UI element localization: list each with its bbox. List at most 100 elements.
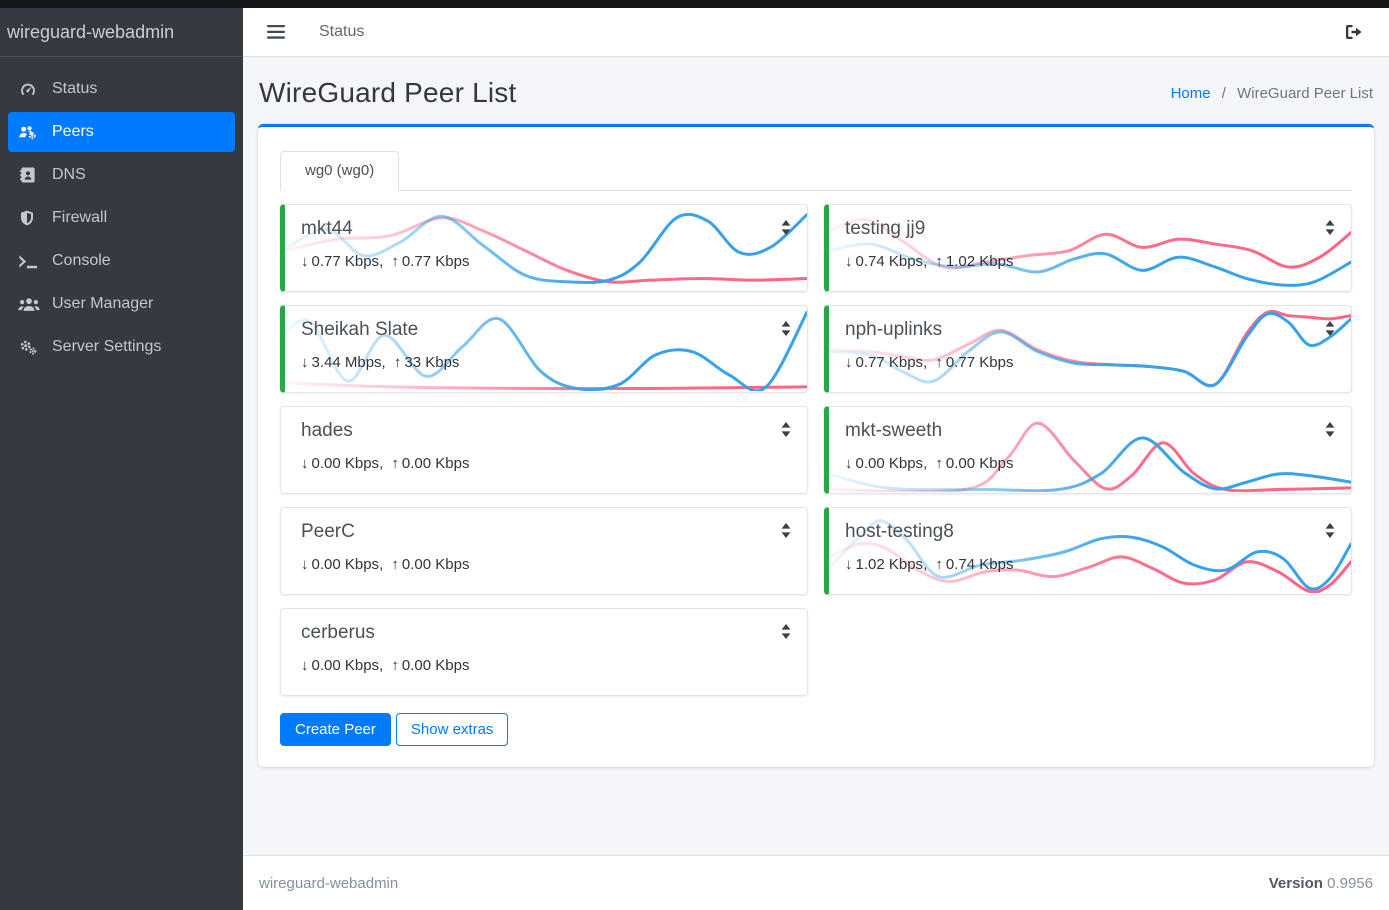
upload-arrow-icon: ↑ xyxy=(935,253,943,270)
peer-name: mkt-sweeth xyxy=(845,420,943,441)
sidebar-item-firewall[interactable]: Firewall xyxy=(8,198,235,238)
users-gear-icon xyxy=(18,124,44,140)
download-rate: 0.00 Kbps xyxy=(855,455,924,472)
top-strip xyxy=(0,0,1389,8)
download-arrow-icon: ↓ xyxy=(301,354,309,371)
peer-grid: mkt44 ↓ 0.77 Kbps, ↑ 0.77 Kbps testing jj9… xyxy=(280,204,1352,696)
peer-name: host-testing8 xyxy=(845,521,954,542)
footer-version-value: 0.9956 xyxy=(1327,874,1373,892)
peer-traffic: ↓ 0.74 Kbps, ↑ 1.02 Kbps xyxy=(845,253,1014,270)
peer-traffic: ↓ 0.77 Kbps, ↑ 0.77 Kbps xyxy=(845,354,1014,371)
card-actions: Create Peer Show extras xyxy=(280,713,1352,746)
address-book-icon xyxy=(18,167,44,183)
sidebar-item-label: User Manager xyxy=(52,295,154,312)
upload-arrow-icon: ↑ xyxy=(391,455,399,472)
sidebar-item-label: Status xyxy=(52,80,98,97)
download-arrow-icon: ↓ xyxy=(845,455,853,472)
footer-version-label: Version xyxy=(1268,874,1323,892)
upload-rate: 0.00 Kbps xyxy=(401,556,470,573)
peer-card-nph-uplinks[interactable]: nph-uplinks ↓ 0.77 Kbps, ↑ 0.77 Kbps xyxy=(824,305,1352,393)
download-rate: 0.77 Kbps xyxy=(311,253,380,270)
download-rate: 0.00 Kbps xyxy=(311,556,380,573)
peer-traffic: ↓ 0.77 Kbps, ↑ 0.77 Kbps xyxy=(301,253,470,270)
breadcrumb-current: WireGuard Peer List xyxy=(1237,84,1373,102)
peer-card-hades[interactable]: hades ↓ 0.00 Kbps, ↑ 0.00 Kbps xyxy=(280,406,808,494)
sidebar-item-user-manager[interactable]: User Manager xyxy=(8,284,235,324)
download-arrow-icon: ↓ xyxy=(845,354,853,371)
upload-arrow-icon: ↑ xyxy=(935,354,943,371)
sort-handle-icon[interactable] xyxy=(781,321,791,336)
upload-rate: 0.77 Kbps xyxy=(401,253,470,270)
sort-handle-icon[interactable] xyxy=(1325,220,1335,235)
peer-traffic: ↓ 0.00 Kbps, ↑ 0.00 Kbps xyxy=(301,657,470,674)
top-navbar: Status xyxy=(243,8,1389,57)
peer-card-mkt-sweeth[interactable]: mkt-sweeth ↓ 0.00 Kbps, ↑ 0.00 Kbps xyxy=(824,406,1352,494)
peer-list-card: wg0 (wg0) mkt44 ↓ 0.77 Kbps, ↑ 0.77 Kbps t… xyxy=(258,124,1374,767)
sidebar-item-server-settings[interactable]: Server Settings xyxy=(8,327,235,367)
footer-brand: wireguard-webadmin xyxy=(259,874,399,892)
sidebar: wireguard-webadmin Status Peers DNS Firewal… xyxy=(0,8,243,910)
peer-traffic: ↓ 0.00 Kbps, ↑ 0.00 Kbps xyxy=(845,455,1014,472)
traffic-sparkline xyxy=(829,511,1351,593)
sidebar-item-label: Peers xyxy=(52,123,94,140)
download-rate: 0.77 Kbps xyxy=(855,354,924,371)
download-rate: 0.00 Kbps xyxy=(311,455,380,472)
peer-name: testing jj9 xyxy=(845,218,926,239)
traffic-sparkline xyxy=(829,309,1351,391)
sign-out-icon xyxy=(1346,25,1362,39)
sort-handle-icon[interactable] xyxy=(781,220,791,235)
upload-arrow-icon: ↑ xyxy=(393,354,402,371)
create-peer-button[interactable]: Create Peer xyxy=(280,713,391,746)
traffic-sparkline xyxy=(281,612,807,694)
main-column: Status WireGuard Peer List Home / WireGu… xyxy=(243,8,1389,910)
download-arrow-icon: ↓ xyxy=(845,253,853,270)
peer-name: hades xyxy=(301,420,353,441)
brand-title[interactable]: wireguard-webadmin xyxy=(0,8,243,57)
peer-card-peerc[interactable]: PeerC ↓ 0.00 Kbps, ↑ 0.00 Kbps xyxy=(280,507,808,595)
interface-tabs: wg0 (wg0) xyxy=(280,151,1352,191)
peer-card-sheikah-slate[interactable]: Sheikah Slate ↓ 3.44 Mbps, ↑ 33 Kbps xyxy=(280,305,808,393)
peer-card-mkt44[interactable]: mkt44 ↓ 0.77 Kbps, ↑ 0.77 Kbps xyxy=(280,204,808,292)
breadcrumb-home-link[interactable]: Home xyxy=(1170,84,1211,102)
upload-rate: 0.00 Kbps xyxy=(401,657,470,674)
gauge-icon xyxy=(18,81,44,98)
sidebar-toggle-button[interactable] xyxy=(255,17,297,47)
upload-arrow-icon: ↑ xyxy=(391,657,399,674)
sidebar-item-peers[interactable]: Peers xyxy=(8,112,235,152)
traffic-sparkline xyxy=(285,208,807,290)
traffic-sparkline xyxy=(829,410,1351,492)
peer-card-cerberus[interactable]: cerberus ↓ 0.00 Kbps, ↑ 0.00 Kbps xyxy=(280,608,808,696)
footer-version: Version 0.9956 xyxy=(1269,875,1373,892)
upload-rate: 0.00 Kbps xyxy=(401,455,470,472)
download-rate: 0.74 Kbps xyxy=(855,253,924,270)
peer-card-testing-jj9[interactable]: testing jj9 ↓ 0.74 Kbps, ↑ 1.02 Kbps xyxy=(824,204,1352,292)
navbar-status-link[interactable]: Status xyxy=(319,23,365,40)
sidebar-item-dns[interactable]: DNS xyxy=(8,155,235,195)
sidebar-menu: Status Peers DNS Firewall Console User Manage… xyxy=(0,57,243,370)
sort-handle-icon[interactable] xyxy=(781,624,791,639)
peer-card-host-testing8[interactable]: host-testing8 ↓ 1.02 Kbps, ↑ 0.74 Kbps xyxy=(824,507,1352,595)
peer-name: Sheikah Slate xyxy=(301,319,419,340)
download-arrow-icon: ↓ xyxy=(301,657,309,674)
upload-rate: 1.02 Kbps xyxy=(945,253,1014,270)
download-arrow-icon: ↓ xyxy=(301,455,309,472)
sort-handle-icon[interactable] xyxy=(1325,523,1335,538)
traffic-sparkline xyxy=(285,309,807,391)
sidebar-item-console[interactable]: Console xyxy=(8,241,235,281)
logout-button[interactable] xyxy=(1331,16,1377,48)
sort-handle-icon[interactable] xyxy=(781,422,791,437)
download-arrow-icon: ↓ xyxy=(301,253,309,270)
sort-handle-icon[interactable] xyxy=(781,523,791,538)
download-rate: 0.00 Kbps xyxy=(311,657,380,674)
download-rate: 1.02 Kbps xyxy=(855,556,924,573)
sort-handle-icon[interactable] xyxy=(1325,422,1335,437)
sidebar-item-status[interactable]: Status xyxy=(8,69,235,109)
upload-arrow-icon: ↑ xyxy=(391,253,399,270)
upload-arrow-icon: ↑ xyxy=(935,455,943,472)
download-arrow-icon: ↓ xyxy=(845,556,853,573)
tab-wg0[interactable]: wg0 (wg0) xyxy=(280,151,400,191)
show-extras-button[interactable]: Show extras xyxy=(395,713,509,746)
sort-handle-icon[interactable] xyxy=(1325,321,1335,336)
gears-icon xyxy=(18,339,44,355)
